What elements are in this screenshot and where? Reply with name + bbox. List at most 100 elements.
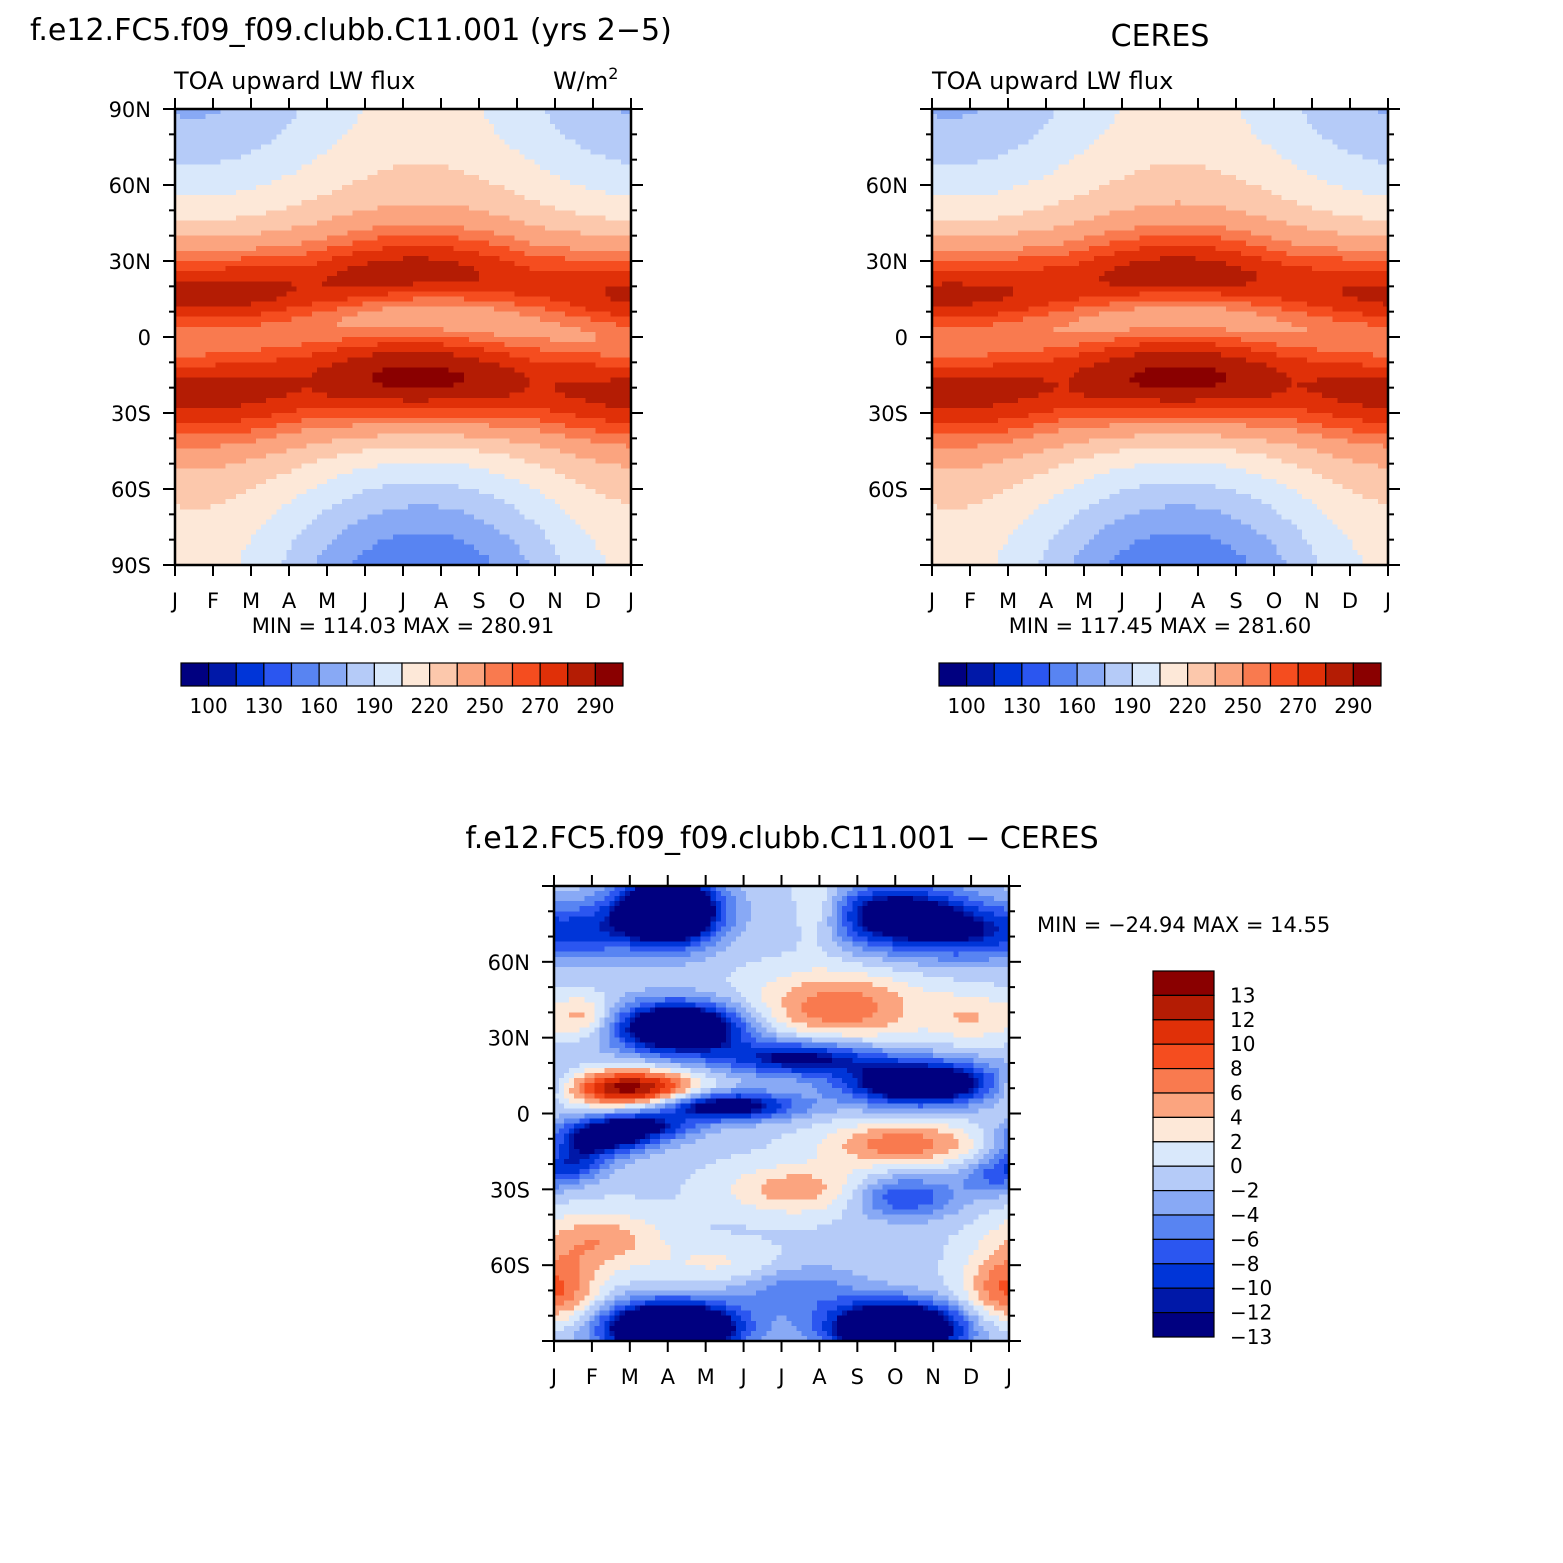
field-cell xyxy=(286,428,292,434)
field-cell xyxy=(256,291,262,297)
field-cell xyxy=(210,119,216,125)
field-cell xyxy=(312,307,318,313)
field-cell xyxy=(231,307,237,313)
field-cell xyxy=(271,388,277,394)
field-cell xyxy=(393,200,399,206)
field-cell xyxy=(286,388,292,394)
field-cell xyxy=(413,433,419,439)
field-cell xyxy=(398,464,404,470)
field-cell xyxy=(210,155,216,161)
field-cell xyxy=(190,195,196,201)
field-cell xyxy=(418,540,424,546)
field-cell xyxy=(423,271,429,277)
field-cell xyxy=(261,555,267,561)
field-cell xyxy=(337,428,343,434)
field-cell xyxy=(444,448,450,454)
field-cell xyxy=(398,281,404,287)
field-cell xyxy=(433,459,439,465)
field-cell xyxy=(322,246,328,252)
field-cell xyxy=(449,200,455,206)
field-cell xyxy=(231,448,237,454)
field-cell xyxy=(403,489,409,495)
field-cell xyxy=(433,317,439,323)
field-cell xyxy=(216,443,222,449)
field-cell xyxy=(266,357,272,363)
field-cell xyxy=(368,155,374,161)
field-cell xyxy=(413,413,419,419)
field-cell xyxy=(226,550,232,556)
field-cell xyxy=(231,550,237,556)
field-cell xyxy=(292,509,298,515)
field-cell xyxy=(221,509,227,515)
field-cell xyxy=(398,165,404,171)
field-cell xyxy=(347,519,353,525)
field-cell xyxy=(312,352,318,358)
field-cell xyxy=(286,175,292,181)
field-cell xyxy=(332,200,338,206)
field-cell xyxy=(226,322,232,328)
field-cell xyxy=(352,220,358,226)
field-cell xyxy=(216,291,222,297)
field-cell xyxy=(408,484,414,490)
field-cell xyxy=(185,327,191,333)
field-cell xyxy=(195,413,201,419)
field-cell xyxy=(403,423,409,429)
field-cell xyxy=(378,524,384,530)
field-cell xyxy=(276,150,282,156)
field-cell xyxy=(210,524,216,530)
field-cell xyxy=(373,418,379,424)
field-cell xyxy=(302,271,308,277)
field-cell xyxy=(357,312,363,318)
field-cell xyxy=(195,459,201,465)
field-cell xyxy=(378,367,384,373)
field-cell xyxy=(286,459,292,465)
field-cell xyxy=(317,378,323,384)
field-cell xyxy=(286,210,292,216)
field-cell xyxy=(408,454,414,460)
field-cell xyxy=(454,286,460,292)
field-cell xyxy=(190,337,196,343)
field-cell xyxy=(292,504,298,510)
field-cell xyxy=(221,286,227,292)
field-cell xyxy=(286,464,292,470)
field-cell xyxy=(362,281,368,287)
field-cell xyxy=(393,378,399,384)
field-cell xyxy=(312,291,318,297)
field-cell xyxy=(352,388,358,394)
field-cell xyxy=(312,332,318,338)
field-cell xyxy=(271,291,277,297)
field-cell xyxy=(205,469,211,475)
field-cell xyxy=(200,175,206,181)
field-cell xyxy=(216,281,222,287)
field-cell xyxy=(231,443,237,449)
field-cell xyxy=(322,205,328,211)
field-cell xyxy=(297,271,303,277)
field-cell xyxy=(297,134,303,140)
field-cell xyxy=(342,524,348,530)
field-cell xyxy=(413,342,419,348)
field-cell xyxy=(347,372,353,378)
field-cell xyxy=(357,256,363,262)
field-cell xyxy=(418,443,424,449)
field-cell xyxy=(185,226,191,232)
field-cell xyxy=(449,276,455,282)
field-cell xyxy=(449,347,455,353)
field-cell xyxy=(266,403,272,409)
field-cell xyxy=(231,454,237,460)
field-cell xyxy=(236,378,242,384)
field-cell xyxy=(449,210,455,216)
field-cell xyxy=(418,251,424,257)
field-cell xyxy=(216,388,222,394)
field-cell xyxy=(413,489,419,495)
field-cell xyxy=(327,454,333,460)
field-cell xyxy=(327,408,333,414)
field-cell xyxy=(241,220,247,226)
field-cell xyxy=(216,499,222,505)
field-cell xyxy=(449,438,455,444)
field-cell xyxy=(327,175,333,181)
field-cell xyxy=(226,499,232,505)
field-cell xyxy=(302,347,308,353)
field-cell xyxy=(347,509,353,515)
field-cell xyxy=(246,545,252,551)
field-cell xyxy=(449,489,455,495)
